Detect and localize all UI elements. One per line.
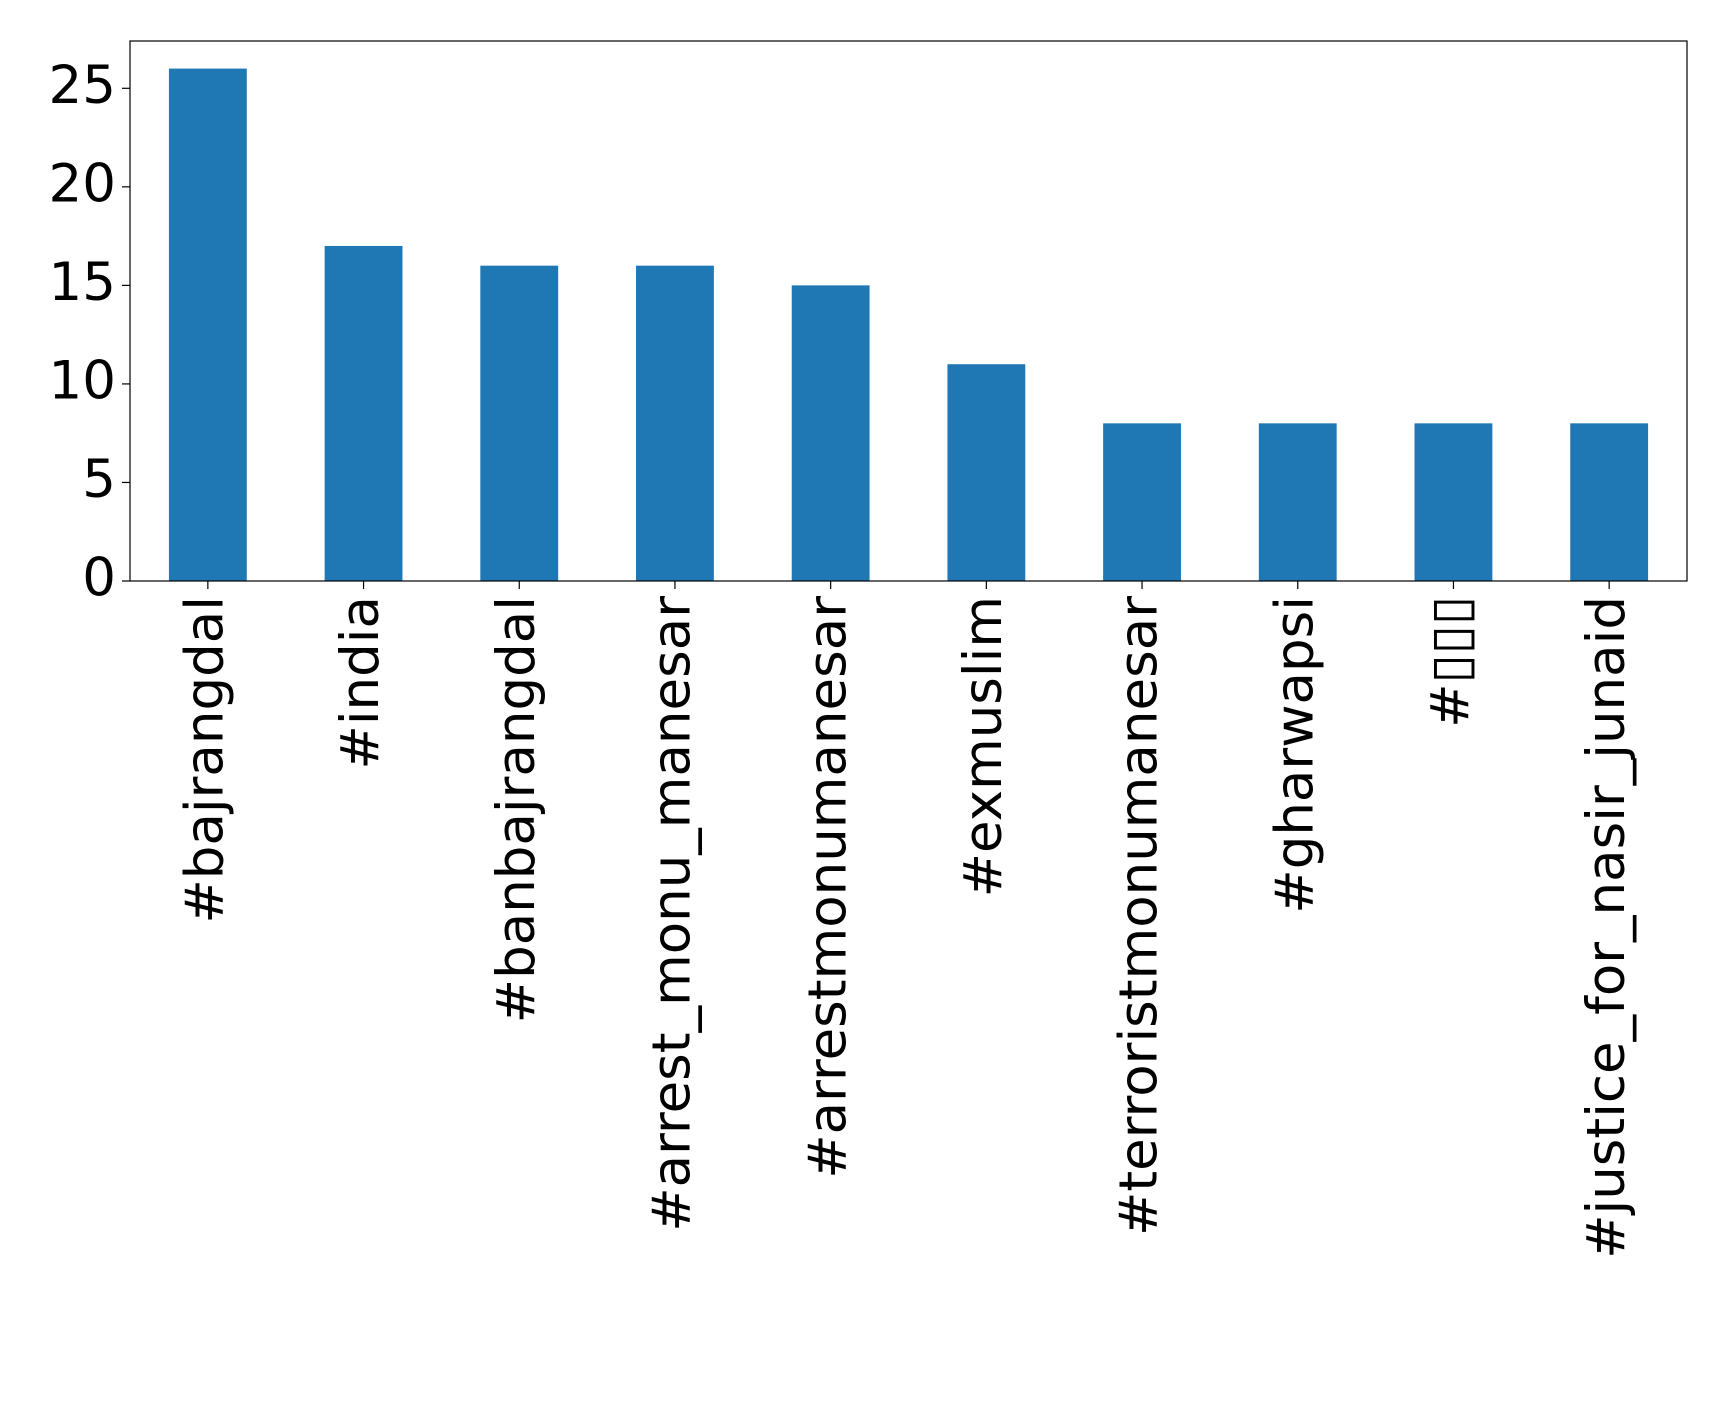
y-tick-label: 15 xyxy=(49,252,116,313)
x-tick-label: #terroristmonumanesar xyxy=(1109,596,1170,1236)
y-tick-label: 0 xyxy=(82,548,116,609)
y-tick-label: 25 xyxy=(49,55,116,116)
bar xyxy=(168,68,247,581)
x-tick-label: #▯▯▯ xyxy=(1420,596,1481,728)
x-tick-label: #exmuslim xyxy=(953,596,1014,897)
x-tick-label: #india xyxy=(330,596,391,770)
x-tick-label: #banbajrangdal xyxy=(486,596,547,1023)
bar xyxy=(947,364,1026,581)
x-tick-label: #arrest_monu_manesar xyxy=(642,596,703,1232)
y-tick-label: 20 xyxy=(49,153,116,214)
y-tick-label: 10 xyxy=(49,351,116,412)
bar xyxy=(1570,423,1649,581)
bar xyxy=(480,265,559,581)
x-tick-label: #gharwapsi xyxy=(1264,596,1325,914)
y-tick-label: 5 xyxy=(82,449,116,510)
bar xyxy=(324,245,403,581)
x-tick-label: #bajrangdal xyxy=(174,596,235,924)
bar xyxy=(636,265,714,581)
x-tick-label: #justice_for_nasir_junaid xyxy=(1576,596,1637,1259)
bar xyxy=(1258,423,1337,581)
bar xyxy=(1103,423,1181,581)
bar xyxy=(1414,423,1493,581)
bar xyxy=(791,285,870,581)
x-tick-label: #arrestmonumanesar xyxy=(797,596,858,1179)
plot-frame xyxy=(129,40,1688,582)
